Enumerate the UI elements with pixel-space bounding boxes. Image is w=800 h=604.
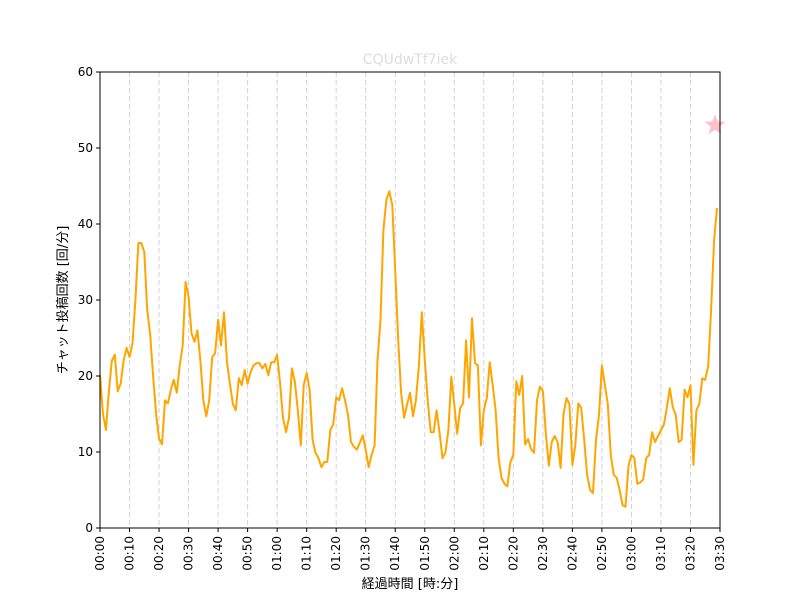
series-line [99,190,718,508]
y-axis-ticks: 0 10 20 30 40 50 60 [78,65,100,535]
x-tick-label: 03:00 [624,536,638,571]
x-tick-label: 00:20 [152,536,166,571]
star-marker [704,114,726,135]
x-tick-label: 02:00 [447,536,461,571]
y-tick-label: 50 [78,141,93,155]
y-tick-label: 30 [78,293,93,307]
x-tick-label: 01:00 [270,536,284,571]
x-tick-label: 00:30 [182,536,196,571]
x-tick-label: 02:10 [477,536,491,571]
x-tick-label: 02:20 [506,536,520,571]
x-tick-label: 02:50 [595,536,609,571]
x-tick-label: 00:50 [241,536,255,571]
y-tick-label: 40 [78,217,93,231]
x-tick-label: 00:10 [123,536,137,571]
x-axis-label: 経過時間 [時:分] [362,577,459,592]
x-tick-label: 01:30 [359,536,373,571]
y-tick-label: 60 [78,65,93,79]
x-tick-label: 02:30 [536,536,550,571]
y-tick-label: 10 [78,445,93,459]
y-tick-label: 0 [85,521,93,535]
x-tick-label: 03:10 [654,536,668,571]
y-axis-label: チャット投稿回数 [回/分] [55,226,71,375]
grid-lines [129,72,691,528]
x-tick-label: 02:40 [565,536,579,571]
x-tick-label: 00:00 [93,536,107,571]
y-tick-label: 20 [78,369,93,383]
x-tick-label: 01:10 [300,536,314,571]
x-tick-label: 01:50 [418,536,432,571]
x-tick-label: 01:40 [388,536,402,571]
plot-frame [99,71,721,529]
x-tick-label: 03:20 [683,536,697,571]
chart-title: CQUdwTf7iek [363,52,458,68]
x-tick-label: 00:40 [211,536,225,571]
x-tick-label: 03:30 [713,536,727,571]
x-axis-ticks: 00:00 00:10 00:20 00:30 00:40 00:50 01:00 01:10… [93,528,727,571]
x-tick-label: 01:20 [329,536,343,571]
